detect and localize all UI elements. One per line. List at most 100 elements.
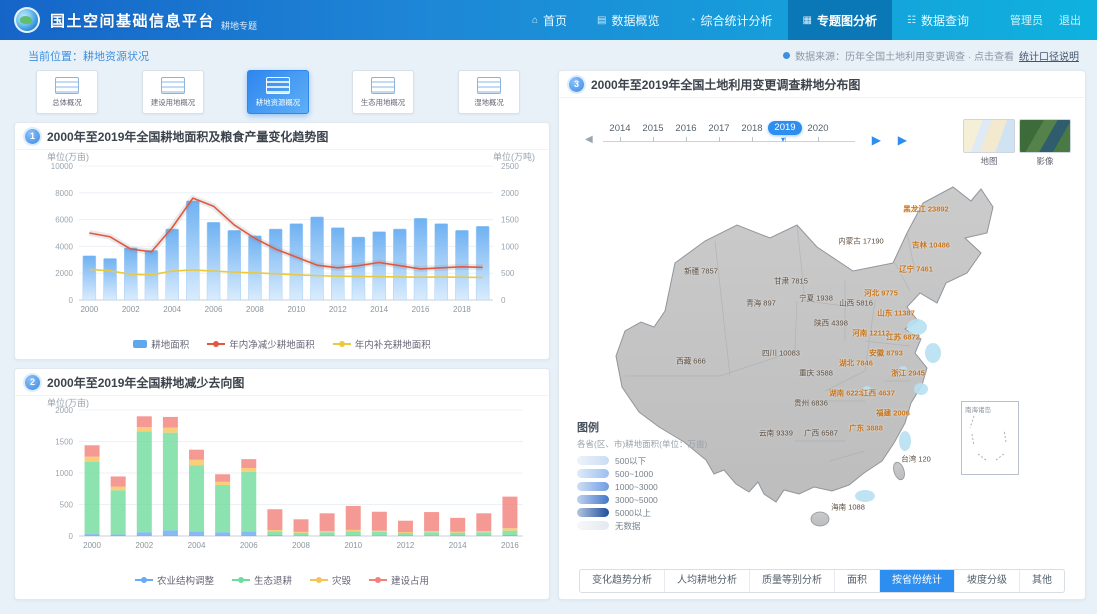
province-label-宁夏: 宁夏 1938: [799, 293, 833, 303]
card-chart-icon: [161, 76, 185, 94]
nav-tab-2[interactable]: ▤ 数据概览: [582, 0, 674, 40]
timeline-prev-icon[interactable]: ◀: [585, 134, 593, 145]
timeline-year-2016[interactable]: 2016: [675, 123, 697, 134]
svg-text:2000: 2000: [80, 305, 98, 314]
map-legend-row-2: 500~1000: [577, 467, 707, 480]
notice-link[interactable]: 统计口径说明: [1019, 52, 1079, 63]
legend-bar-marker: [133, 340, 148, 348]
map-segment-7[interactable]: 其他: [1019, 570, 1064, 592]
timeline-tick: [653, 137, 654, 142]
timeline-year-2020[interactable]: 2020: [807, 123, 829, 134]
map-legend-swatch: [577, 521, 609, 530]
legend-dot: [375, 577, 382, 583]
nav-tab-5[interactable]: ☷ 数据查询: [892, 0, 984, 40]
svg-text:2002: 2002: [135, 541, 153, 550]
legend-label: 年内补充耕地面积: [354, 340, 431, 351]
map-legend-subtitle: 各省(区、市)耕地面积(单位：万亩): [577, 439, 708, 449]
legend-item-建设占用[interactable]: 建设占用: [369, 573, 429, 587]
panel-a-number-badge: 1: [25, 128, 40, 144]
nav-tab-label: 综合统计分析: [700, 13, 773, 28]
svg-text:1500: 1500: [55, 438, 73, 447]
province-label-江苏: 江苏 6872: [886, 332, 920, 342]
legend-item-灾毁[interactable]: 灾毁: [310, 573, 351, 587]
category-card-2[interactable]: 建设用地概况: [142, 70, 204, 114]
timeline-year-2019[interactable]: 2019: [768, 121, 802, 135]
map-segment-4[interactable]: 面积: [834, 570, 879, 592]
south-china-sea-inset: 南海诸岛: [961, 401, 1019, 475]
nav-tab-icon: ⌂: [531, 14, 538, 26]
timeline-year-2014[interactable]: 2014: [609, 123, 631, 134]
legend-item-生态退耕[interactable]: 生态退耕: [231, 573, 292, 587]
nav-tab-label: 首页: [543, 13, 568, 28]
timeline-year-2017[interactable]: 2017: [708, 123, 730, 134]
svg-text:10000: 10000: [51, 162, 74, 171]
map-segment-2[interactable]: 人均耕地分析: [664, 570, 749, 592]
svg-text:2000: 2000: [55, 406, 73, 415]
china-map-svg[interactable]: [565, 141, 1081, 541]
svg-text:2008: 2008: [246, 305, 264, 314]
nav-tab-1[interactable]: ⌂ 首页: [517, 0, 582, 40]
timeline-tick: [818, 137, 819, 142]
timeline-year-2018[interactable]: 2018: [741, 123, 763, 134]
info-dot-icon: [783, 52, 791, 59]
svg-text:4000: 4000: [55, 242, 73, 251]
legend-line-marker: [369, 577, 388, 583]
svg-text:2018: 2018: [453, 305, 471, 314]
legend-item-年内净减少耕地面积[interactable]: 年内净减少耕地面积: [207, 337, 315, 351]
panel-area-trend: 1 2000年至2019年全国耕地面积及粮食产量变化趋势图 单位(万亩) 单位(万…: [14, 122, 550, 360]
china-map[interactable]: 新疆 7857 西藏 666 青海 897 甘肃 7815 内蒙古 17190 黑龙江 2…: [565, 141, 1081, 541]
category-card-1[interactable]: 总体概况: [36, 70, 98, 114]
map-segment-3[interactable]: 质量等别分析: [749, 570, 834, 592]
nav-tab-4[interactable]: ▦ 专题图分析: [787, 0, 893, 40]
basemap-imagery-label: 影像: [1036, 156, 1054, 166]
map-segment-5[interactable]: 按省份统计: [879, 570, 954, 592]
svg-text:2006: 2006: [240, 541, 258, 550]
category-card-4[interactable]: 生态用地概况: [352, 70, 414, 114]
panel-a-header: 1 2000年至2019年全国耕地面积及粮食产量变化趋势图: [15, 123, 549, 150]
map-segment-1[interactable]: 变化趋势分析: [592, 575, 652, 586]
svg-text:500: 500: [501, 269, 515, 278]
nav-tab-icon: ▦: [802, 14, 812, 26]
province-label-重庆: 重庆 3588: [799, 368, 833, 378]
province-label-海南: 海南 1088: [831, 502, 865, 512]
province-label-河南: 河南 12112: [852, 328, 890, 338]
category-card-5[interactable]: 湿地概况: [458, 70, 520, 114]
category-card-3[interactable]: 耕地资源概况: [247, 70, 309, 114]
timeline-tick: [686, 137, 687, 142]
logout-button[interactable]: 退出: [1059, 15, 1081, 27]
basemap-imagery-thumbnail[interactable]: [1019, 119, 1071, 153]
legend-item-农业结构调整[interactable]: 农业结构调整: [134, 573, 214, 587]
map-segment-6[interactable]: 坡度分级: [954, 570, 1019, 592]
app-title: 国土空间基础信息平台: [50, 12, 216, 30]
map-legend-swatch: [577, 482, 609, 491]
timeline-fastforward-icon[interactable]: ▶: [897, 133, 907, 147]
nav-tab-label: 专题图分析: [817, 13, 878, 28]
map-panel-title: 2000年至2019年全国土地利用变更调查耕地分布图: [591, 77, 861, 92]
basemap-vector-label: 地图: [980, 156, 998, 166]
panel-b-title: 2000年至2019年全国耕地减少去向图: [47, 375, 245, 390]
nav-tab-3[interactable]: ◔ 综合统计分析: [674, 0, 787, 40]
card-label: 生态用地概况: [360, 97, 406, 107]
svg-text:单位(万吨): 单位(万吨): [493, 151, 535, 162]
svg-text:8000: 8000: [55, 189, 73, 198]
province-label-福建: 福建 2006: [876, 408, 910, 418]
timeline-year-2015[interactable]: 2015: [642, 123, 664, 134]
user-menu[interactable]: 管理员: [1010, 15, 1043, 27]
legend-item-耕地面积[interactable]: 耕地面积: [133, 337, 189, 351]
legend-item-年内补充耕地面积[interactable]: 年内补充耕地面积: [332, 337, 431, 351]
svg-text:2002: 2002: [122, 305, 140, 314]
notice-text: 数据来源：历年全国土地利用变更调查 · 点击查看: [795, 52, 1014, 63]
svg-text:6000: 6000: [55, 216, 73, 225]
province-label-山西: 山西 5816: [839, 298, 873, 308]
map-legend-swatch: [577, 495, 609, 504]
province-label-浙江: 浙江 2945: [891, 368, 925, 378]
map-legend-row-6: 无数据: [577, 519, 707, 532]
svg-text:2014: 2014: [370, 305, 388, 314]
basemap-vector-thumbnail[interactable]: [963, 119, 1015, 153]
timeline-play-icon[interactable]: ▶: [871, 133, 881, 147]
map-panel-header: 3 2000年至2019年全国土地利用变更调查耕地分布图: [559, 71, 1085, 98]
card-chart-icon: [266, 76, 290, 94]
nav-tab-icon: ▤: [597, 14, 607, 26]
